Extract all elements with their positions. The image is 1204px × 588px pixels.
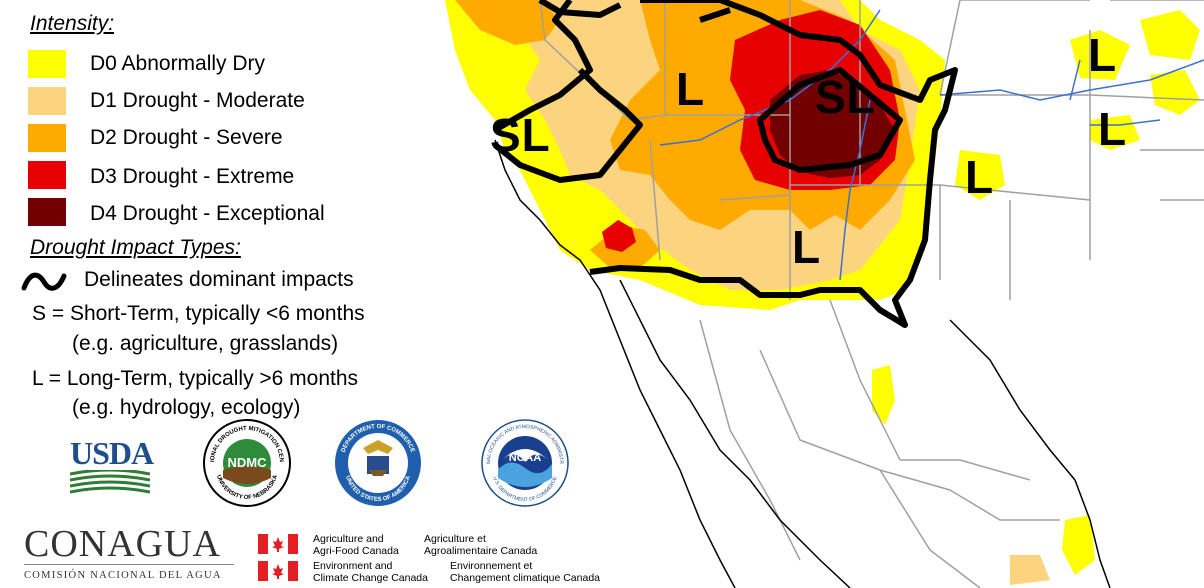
d0-patch-mexico: [872, 365, 895, 425]
d0-patch-northeast-2: [1140, 10, 1200, 60]
agri-en-line2: Agri-Food Canada: [313, 545, 399, 557]
usda-logo: USDA: [69, 435, 154, 496]
long-term-examples: (e.g. hydrology, ecology): [72, 396, 301, 419]
map-label-sl-colorado: SL: [815, 71, 876, 123]
swatch-d4: [28, 198, 66, 226]
swatch-d0: [28, 50, 66, 78]
state-borders: [539, 0, 1204, 588]
coastlines: [494, 139, 1111, 588]
impact-types-title: Drought Impact Types:: [30, 236, 241, 259]
intensity-title: Intensity:: [30, 12, 115, 35]
agri-en-line1: Agriculture and: [313, 533, 384, 545]
agri-canada-en: Agriculture and Agri-Food Canada: [313, 533, 399, 557]
env-canada-fr: Environnement et Changement climatique C…: [450, 560, 600, 584]
d4-region: [770, 70, 895, 178]
short-term-text: S = Short-Term, typically <6 months: [32, 302, 365, 325]
ndmc-logo: NATIONAL DROUGHT MITIGATION CENTER UNIVE…: [202, 418, 291, 507]
agri-fr-line1: Agriculture et: [424, 533, 486, 545]
long-term-text: L = Long-Term, typically >6 months: [32, 367, 359, 390]
noaa-logo: NATIONAL OCEANIC AND ATMOSPHERIC ADMINIS…: [480, 418, 569, 507]
conagua-logo-text: CONAGUA: [24, 523, 221, 565]
map-label-l-nevada: L: [676, 63, 706, 115]
rivers: [659, 9, 1204, 281]
agri-fr-line2: Agroalimentaire Canada: [424, 545, 538, 557]
env-fr-line2: Changement climatique Canada: [450, 572, 601, 584]
d1-patch-mexico-south: [1010, 555, 1050, 585]
conagua-subtitle: COMISIÓN NACIONAL DEL AGUA: [24, 570, 222, 581]
impact-line-icon: [21, 272, 67, 291]
canada-flag-icon: [258, 534, 298, 554]
map-label-l-north-1: L: [1088, 29, 1118, 81]
d0-patch-mexico-south: [1062, 515, 1095, 575]
legend-label-d0: D0 Abnormally Dry: [90, 52, 266, 75]
legend: Intensity: D0 Abnormally Dry D1 Drought …: [0, 0, 600, 588]
d3-region-az: [602, 220, 636, 252]
impact-boundaries: [493, 0, 958, 328]
ndmc-logo-text: NDMC: [228, 455, 268, 470]
d0-patch-east: [1150, 70, 1200, 115]
env-en-line2: Climate Change Canada: [313, 572, 428, 584]
swatch-d1: [28, 87, 66, 115]
legend-label-d2: D2 Drought - Severe: [90, 126, 283, 149]
delineates-text: Delineates dominant impacts: [84, 268, 354, 291]
short-term-examples: (e.g. agriculture, grasslands): [72, 332, 339, 355]
map-label-sl-west: SL: [490, 109, 551, 161]
env-canada-en: Environment and Climate Change Canada: [313, 560, 428, 584]
commerce-logo: DEPARTMENT OF COMMERCE UNITED STATES OF …: [335, 420, 421, 506]
swatch-d3: [28, 161, 66, 189]
usda-logo-text: USDA: [70, 435, 154, 471]
env-en-line1: Environment and: [313, 560, 393, 572]
conagua-logo: CONAGUA COMISIÓN NACIONAL DEL AGUA: [24, 524, 240, 584]
d0-patch-northeast: [1070, 30, 1130, 80]
d2-region-west: [455, 0, 560, 45]
legend-label-d3: D3 Drought - Extreme: [90, 165, 295, 188]
map-label-l-north-2: L: [1098, 103, 1128, 155]
swatch-d2: [28, 124, 66, 152]
usda-hills-icon: [69, 468, 151, 494]
noaa-logo-text: NOAA: [509, 452, 541, 464]
env-fr-line1: Environnement et: [450, 560, 533, 572]
legend-label-d4: D4 Drought - Exceptional: [90, 202, 325, 225]
legend-label-d1: D1 Drought - Moderate: [90, 89, 305, 112]
map-label-l-oklahoma: L: [965, 151, 995, 203]
map-label-l-new-mexico: L: [792, 221, 822, 273]
canada-flag-icon-2: [258, 561, 298, 581]
agri-canada-fr: Agriculture et Agroalimentaire Canada: [424, 533, 537, 557]
